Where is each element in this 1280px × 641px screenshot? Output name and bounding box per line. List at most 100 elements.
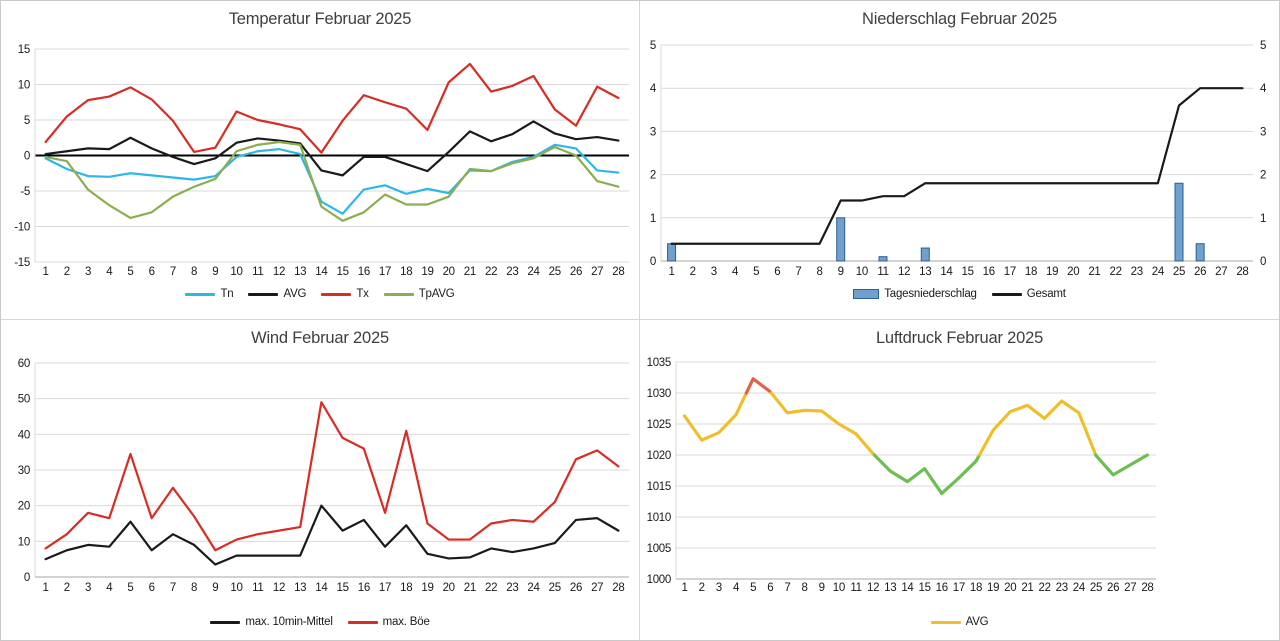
legend-item-max-b-e: max. Böe bbox=[347, 616, 430, 628]
x-axis-tick-label: 7 bbox=[170, 582, 176, 594]
x-axis-tick-label: 6 bbox=[149, 266, 155, 278]
y-axis-tick-label: -5 bbox=[20, 186, 30, 198]
x-axis-tick-label: 20 bbox=[443, 582, 455, 594]
x-axis-tick-label: 19 bbox=[987, 582, 999, 594]
x-axis-tick-label: 5 bbox=[127, 266, 133, 278]
x-axis-tick-label: 26 bbox=[570, 266, 582, 278]
x-axis-tick-label: 2 bbox=[690, 266, 696, 278]
y-axis-tick-label: 60 bbox=[18, 358, 30, 370]
x-axis-tick-label: 8 bbox=[191, 582, 197, 594]
x-axis-tick-label: 20 bbox=[1067, 266, 1079, 278]
x-axis-tick-label: 5 bbox=[750, 582, 756, 594]
x-axis-tick-label: 9 bbox=[212, 266, 218, 278]
x-axis-tick-label: 2 bbox=[64, 266, 70, 278]
x-axis-tick-label: 12 bbox=[273, 266, 285, 278]
x-axis-tick-label: 2 bbox=[64, 582, 70, 594]
x-axis-tick-label: 16 bbox=[983, 266, 995, 278]
x-axis-tick-label: 23 bbox=[506, 266, 518, 278]
x-axis-tick-label: 27 bbox=[591, 266, 603, 278]
x-axis-tick-label: 25 bbox=[549, 582, 561, 594]
x-axis-tick-label: 15 bbox=[918, 582, 930, 594]
legend-line-swatch bbox=[185, 292, 216, 296]
y-axis-tick-label: 0 bbox=[24, 151, 30, 163]
y-axis-tick-label: 10 bbox=[18, 80, 30, 92]
x-axis-tick-label: 16 bbox=[358, 582, 370, 594]
y-axis-tick-label: 0 bbox=[650, 256, 656, 268]
x-axis-tick-label: 22 bbox=[485, 266, 497, 278]
series-line-TpAVG bbox=[44, 140, 620, 222]
x-axis-tick-label: 10 bbox=[230, 266, 242, 278]
legend-label: TpAVG bbox=[418, 288, 455, 300]
temperature-chart-title: Temperatur Februar 2025 bbox=[228, 10, 412, 28]
y-axis-tick-label: 30 bbox=[18, 465, 30, 477]
y-axis-tick-label: 0 bbox=[24, 572, 30, 584]
x-axis-tick-label: 14 bbox=[315, 266, 328, 278]
bar-day-25 bbox=[1174, 182, 1184, 262]
x-axis-tick-label: 6 bbox=[774, 266, 780, 278]
x-axis-tick-label: 15 bbox=[337, 266, 349, 278]
x-axis-tick-label: 6 bbox=[767, 582, 773, 594]
x-axis-tick-label: 3 bbox=[716, 582, 722, 594]
legend-item-tpavg: TpAVG bbox=[383, 288, 455, 300]
series-line-segment-AVG bbox=[1094, 453, 1150, 477]
x-axis-tick-label: 28 bbox=[612, 266, 624, 278]
chart-panel-wind: Wind Februar 2025 0 10 20 30 40 50 60 1 2 3 4 5 6 7 8 9… bbox=[1, 320, 640, 640]
y-axis-tick-label: 1035 bbox=[647, 357, 671, 369]
x-axis-tick-label: 7 bbox=[784, 582, 790, 594]
x-axis-tick-label: 24 bbox=[1073, 582, 1086, 594]
x-axis-tick-label: 4 bbox=[733, 582, 740, 594]
legend-line-swatch bbox=[321, 292, 352, 296]
x-axis-tick-label: 25 bbox=[1173, 266, 1185, 278]
x-axis-tick-label: 27 bbox=[591, 582, 603, 594]
legend-item-max-10min-mittel: max. 10min-Mittel bbox=[210, 616, 333, 628]
x-axis-tick-label: 21 bbox=[1088, 266, 1100, 278]
x-axis-tick-label: 1 bbox=[43, 582, 49, 594]
x-axis-tick-label: 12 bbox=[898, 266, 910, 278]
x-axis-tick-label: 8 bbox=[817, 266, 823, 278]
series-line-Tn bbox=[44, 143, 620, 215]
series-line-segment-AVG bbox=[872, 453, 982, 496]
legend-item-avg: AVG bbox=[248, 288, 307, 300]
x-axis-tick-label: 4 bbox=[732, 266, 739, 278]
x-axis-tick-label: 8 bbox=[802, 582, 808, 594]
x-axis-tick-label: 2 bbox=[699, 582, 705, 594]
y-axis-tick-label: 40 bbox=[18, 429, 30, 441]
x-axis-tick-label: 13 bbox=[294, 266, 306, 278]
legend-label: Tx bbox=[356, 288, 369, 300]
x-axis-tick-label: 21 bbox=[1021, 582, 1033, 594]
x-axis-tick-label: 17 bbox=[953, 582, 965, 594]
x-axis-tick-label: 16 bbox=[936, 582, 948, 594]
chart-panel-temperature: Temperatur Februar 2025 -15 -10 -5 0 5 10 15 1 2… bbox=[1, 1, 640, 320]
x-axis-tick-label: 25 bbox=[549, 266, 561, 278]
x-axis-tick-label: 24 bbox=[1152, 266, 1165, 278]
x-axis-tick-label: 26 bbox=[1194, 266, 1206, 278]
series-line-Tx bbox=[44, 62, 620, 154]
series-line-max. 10min-Mittel bbox=[44, 504, 620, 566]
x-axis-tick-label: 9 bbox=[212, 582, 218, 594]
legend-label: AVG bbox=[965, 616, 989, 628]
temperature-legend: Tn AVG Tx TpAVG bbox=[1, 288, 639, 300]
x-axis-tick-label: 13 bbox=[294, 582, 306, 594]
y-axis-tick-label: 15 bbox=[18, 44, 30, 56]
x-axis-tick-label: 24 bbox=[527, 582, 540, 594]
x-axis-tick-label: 9 bbox=[838, 266, 844, 278]
legend-label: max. Böe bbox=[382, 616, 430, 628]
x-axis-tick-label: 11 bbox=[252, 266, 263, 278]
legend-label: Tagesniederschlag bbox=[884, 288, 977, 300]
x-axis-tick-label: 23 bbox=[1131, 266, 1143, 278]
x-axis-tick-label: 21 bbox=[464, 266, 476, 278]
x-axis-tick-label: 28 bbox=[612, 582, 624, 594]
x-axis-tick-label: 20 bbox=[443, 266, 455, 278]
x-axis-tick-label: 22 bbox=[485, 582, 497, 594]
x-axis-tick-label: 13 bbox=[884, 582, 896, 594]
x-axis-tick-label: 14 bbox=[315, 582, 328, 594]
legend-item-tn: Tn bbox=[185, 288, 234, 300]
series-line-AVG bbox=[44, 120, 620, 177]
x-axis-tick-label: 7 bbox=[170, 266, 176, 278]
y-axis-right-tick-label: 5 bbox=[1260, 40, 1266, 52]
x-axis-tick-label: 18 bbox=[970, 582, 982, 594]
y-axis-tick-label: 1015 bbox=[647, 481, 671, 493]
x-axis-tick-label: 9 bbox=[819, 582, 825, 594]
x-axis-tick-label: 8 bbox=[191, 266, 197, 278]
